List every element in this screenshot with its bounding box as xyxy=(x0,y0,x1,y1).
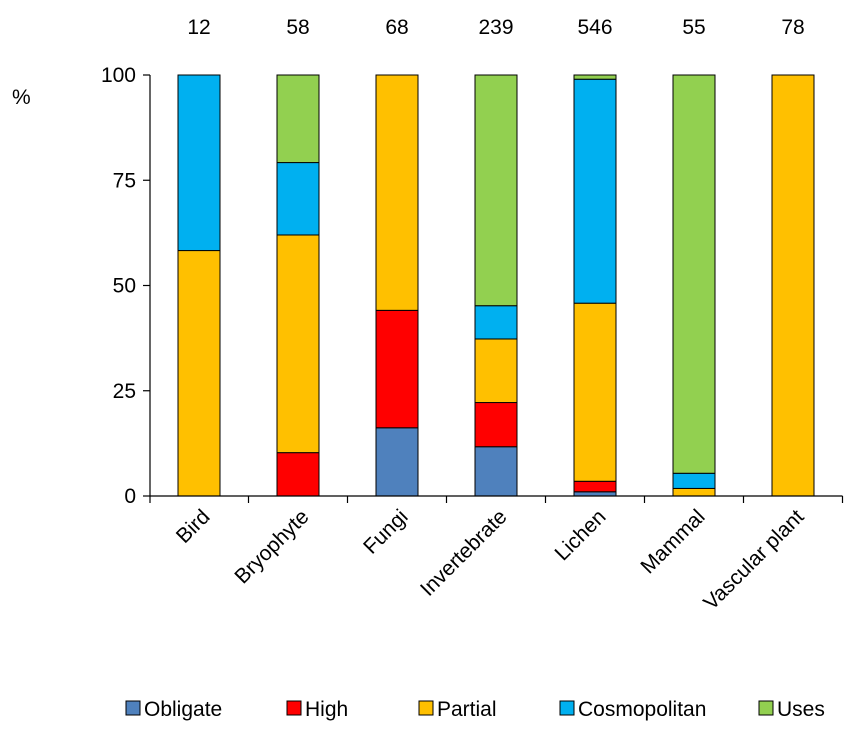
bar-count-label: 12 xyxy=(187,16,210,39)
bar-segment-uses xyxy=(474,74,518,307)
legend-swatch-high xyxy=(286,700,302,716)
bar-segment-obligate xyxy=(573,491,617,497)
bar-segment-obligate xyxy=(375,427,419,497)
plot-area: 12 Bird 58 Bryophyte 68 Fungi 239 Invertebrate 5… xyxy=(101,16,844,615)
y-tick-label: 75 xyxy=(113,169,136,192)
bar-segment-cosmopolitan xyxy=(672,472,716,489)
legend-label-high: High xyxy=(305,698,348,721)
bar-count-label: 58 xyxy=(286,16,309,39)
legend-swatch-uses xyxy=(758,700,774,716)
legend-label-partial: Partial xyxy=(437,698,497,721)
bar-count-label: 546 xyxy=(577,16,612,39)
x-category-label: Bird xyxy=(172,505,215,548)
y-tick-label: 25 xyxy=(113,380,136,403)
x-category-label: Bryophyte xyxy=(230,505,313,588)
y-tick-label: 100 xyxy=(101,64,136,87)
x-category-label: Lichen xyxy=(551,505,611,565)
bar-segment-cosmopolitan xyxy=(276,162,320,236)
bar-segment-partial xyxy=(573,302,617,482)
bar-segment-high xyxy=(276,452,320,497)
bar-segment-partial xyxy=(375,74,419,311)
y-tick-label: 50 xyxy=(113,275,136,298)
legend-swatch-partial xyxy=(418,700,434,716)
legend-label-uses: Uses xyxy=(777,698,825,721)
bar-count-label: 239 xyxy=(478,16,513,39)
legend-swatch-cosmopolitan xyxy=(559,700,575,716)
legend-swatch-obligate xyxy=(125,700,141,716)
x-category-label: Vascular plant xyxy=(699,505,808,614)
bar-segment-cosmopolitan xyxy=(573,78,617,304)
legend: Obligate High Partial Cosmopolitan Uses xyxy=(125,698,825,721)
bar-segment-uses xyxy=(672,74,716,474)
x-category-label: Mammal xyxy=(636,505,709,578)
legend-label-cosmopolitan: Cosmopolitan xyxy=(578,698,706,721)
y-axis-unit-label: % xyxy=(12,86,31,109)
bar-segment-high xyxy=(375,309,419,429)
bar-segment-cosmopolitan xyxy=(177,74,221,252)
bar-segment-high xyxy=(474,402,518,448)
bar-segment-uses xyxy=(276,74,320,164)
bar-segment-partial xyxy=(672,487,716,497)
legend-label-obligate: Obligate xyxy=(144,698,222,721)
bar-segment-partial xyxy=(177,250,221,497)
bar-segment-uses xyxy=(573,74,617,80)
bar-segment-partial xyxy=(474,338,518,404)
bar-segment-partial xyxy=(771,74,815,497)
bar-segment-high xyxy=(573,480,617,493)
bar-count-label: 68 xyxy=(385,16,408,39)
x-category-label: Invertebrate xyxy=(416,505,512,601)
y-tick-label: 0 xyxy=(124,485,136,508)
bar-count-label: 55 xyxy=(682,16,705,39)
bar-segment-obligate xyxy=(474,446,518,497)
bar-segment-cosmopolitan xyxy=(474,305,518,340)
bar-segment-partial xyxy=(276,234,320,454)
bar-count-label: 78 xyxy=(781,16,804,39)
x-category-label: Fungi xyxy=(359,505,412,558)
